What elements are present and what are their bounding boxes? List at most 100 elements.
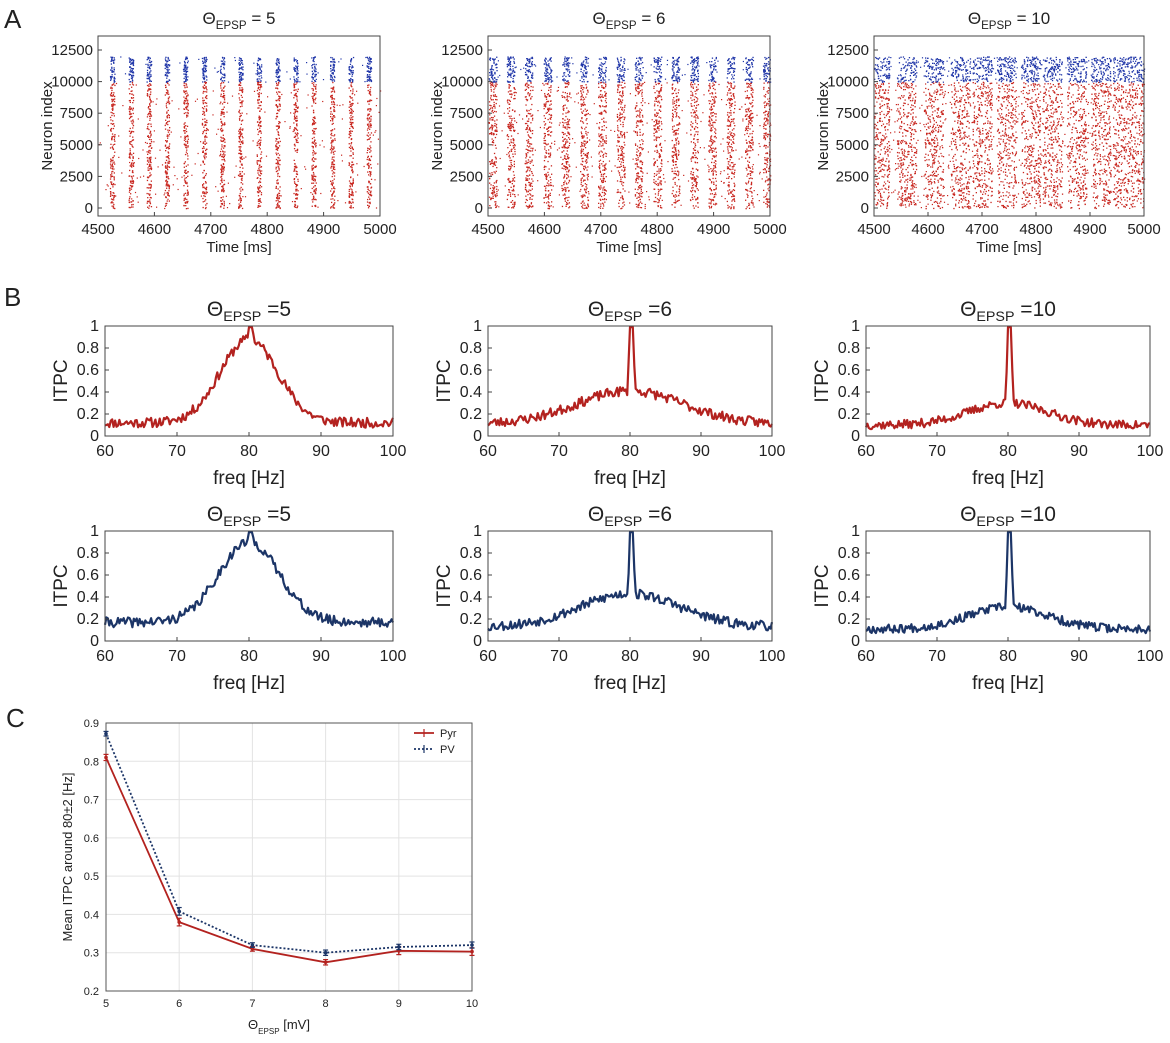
pyr-spike: [111, 165, 114, 167]
pv-spike: [509, 74, 512, 76]
pyr-spike: [167, 194, 170, 197]
pyr-spike: [132, 107, 134, 110]
pv-spike: [330, 68, 332, 70]
pyr-spike: [527, 124, 529, 127]
pv-spike: [132, 62, 135, 64]
panel-letter-a: A: [4, 4, 22, 34]
pv-spike: [586, 72, 588, 75]
pyr-spike: [546, 96, 548, 98]
pyr-spike: [166, 93, 168, 95]
pyr-spike: [312, 176, 314, 178]
pyr-spike-bg: [200, 141, 202, 143]
pyr-spike: [166, 172, 168, 174]
pv-spike: [331, 57, 334, 59]
pv-spike: [238, 79, 240, 81]
pyr-spike-bg: [153, 130, 155, 132]
pyr-spike: [146, 128, 148, 130]
pyr-spike: [275, 166, 277, 168]
pv-spike: [602, 76, 604, 79]
pyr-spike: [562, 126, 564, 128]
pyr-spike: [562, 113, 564, 115]
pyr-spike: [132, 125, 135, 127]
pyr-spike: [202, 141, 205, 143]
pyr-spike: [598, 151, 601, 153]
pyr-spike: [220, 93, 222, 95]
pv-spike: [623, 76, 625, 78]
pyr-spike: [488, 196, 491, 198]
pyr-spike: [529, 162, 531, 164]
pyr-spike: [183, 199, 185, 202]
pyr-spike-bg: [291, 201, 294, 203]
pyr-spike: [149, 196, 151, 199]
pyr-spike: [312, 152, 314, 154]
pyr-spike: [239, 143, 242, 146]
pv-spike: [313, 60, 315, 63]
pyr-spike: [131, 162, 133, 164]
pyr-spike: [527, 169, 529, 171]
pyr-spike: [279, 108, 281, 111]
pyr-spike: [239, 201, 242, 203]
pyr-spike: [562, 194, 564, 196]
pyr-spike: [600, 203, 602, 205]
pyr-spike: [224, 139, 226, 141]
pyr-spike: [222, 156, 224, 158]
pv-spike: [261, 66, 263, 68]
pyr-spike: [350, 205, 352, 207]
pyr-spike: [168, 155, 170, 157]
pyr-spike: [490, 81, 492, 84]
pv-spike: [582, 74, 585, 76]
pyr-spike-bg: [216, 133, 218, 135]
pv-spike: [260, 80, 262, 82]
pyr-spike: [241, 101, 243, 104]
pyr-spike: [584, 183, 586, 185]
pyr-spike: [603, 191, 605, 194]
pyr-spike: [370, 124, 372, 126]
x-tick-label: 4500: [81, 221, 114, 238]
pv-spike: [183, 73, 185, 75]
pyr-spike: [149, 108, 151, 111]
pyr-spike: [110, 119, 112, 121]
pv-spike: [332, 73, 334, 75]
pyr-spike: [368, 84, 370, 86]
pv-spike: [492, 74, 494, 77]
pyr-spike: [148, 128, 150, 131]
pyr-spike: [513, 130, 515, 132]
chart-title-subscript: EPSP: [216, 20, 247, 32]
pyr-spike: [490, 131, 492, 134]
pyr-spike: [492, 126, 494, 128]
pyr-spike: [493, 152, 496, 155]
pv-spike: [528, 60, 530, 62]
pv-spike: [110, 63, 112, 65]
pyr-spike: [549, 95, 551, 97]
pyr-spike-bg: [300, 188, 302, 190]
pyr-spike: [240, 123, 242, 125]
pyr-spike: [605, 153, 608, 155]
pyr-spike: [168, 120, 170, 122]
pyr-spike: [494, 129, 497, 131]
pyr-spike: [544, 123, 547, 125]
pv-spike: [509, 81, 511, 83]
pv-spike: [332, 63, 335, 65]
pyr-spike: [315, 91, 317, 93]
pv-spike: [204, 56, 206, 59]
pyr-spike: [584, 195, 586, 197]
pyr-spike: [183, 123, 185, 125]
pv-spike: [333, 80, 336, 82]
pyr-spike: [260, 120, 262, 123]
pyr-spike: [509, 129, 511, 131]
pyr-spike: [602, 140, 604, 142]
pyr-spike: [129, 155, 131, 157]
pyr-spike: [508, 123, 510, 125]
pyr-spike: [132, 102, 134, 104]
pyr-spike: [543, 115, 545, 117]
pv-spike: [312, 64, 314, 66]
pv-spike: [223, 57, 225, 59]
pyr-spike: [582, 157, 584, 159]
pyr-spike: [239, 116, 241, 118]
pyr-spike: [111, 175, 114, 177]
pv-spike: [599, 74, 601, 76]
pyr-spike: [569, 206, 571, 208]
pyr-spike: [186, 142, 189, 144]
pyr-spike: [351, 164, 353, 166]
pyr-spike: [220, 140, 222, 142]
